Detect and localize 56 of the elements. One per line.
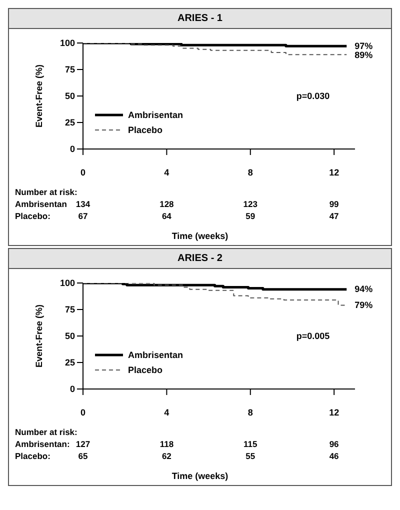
x-tick-label: 0: [80, 167, 86, 178]
text: Ambrisentan: [15, 199, 67, 209]
annotation: 79%: [354, 299, 373, 312]
text: 62: [160, 451, 172, 461]
x-tick-label: 12: [329, 407, 340, 418]
text: 64: [160, 211, 172, 221]
annotation: p=0.030: [296, 91, 330, 101]
y-tick-label: 0: [70, 384, 75, 394]
text: 65: [77, 451, 89, 461]
x-tick-label: 4: [164, 167, 170, 178]
text: Number at risk:: [15, 187, 78, 197]
y-tick-label: 0: [70, 144, 75, 154]
text: 46: [328, 451, 340, 461]
x-axis-title: Time (weeks): [170, 471, 230, 483]
text: 96: [328, 439, 340, 449]
x-axis-title: Time (weeks): [170, 231, 230, 243]
text: 99: [328, 199, 340, 209]
text: 47: [328, 211, 340, 221]
x-tick-label: 12: [329, 167, 340, 178]
y-tick-label: 100: [60, 38, 75, 48]
text: Placebo:: [15, 451, 50, 461]
text: 59: [244, 211, 256, 221]
y-axis-title: Event-Free (%): [34, 64, 44, 128]
x-tick-label: 8: [248, 167, 253, 178]
x-tick-label: 8: [248, 407, 253, 418]
text: 134: [76, 199, 90, 209]
text: 128: [158, 199, 175, 209]
annotation: p=0.005: [296, 331, 330, 341]
legend-label: Placebo: [128, 124, 163, 134]
chart-title: ARIES - 2: [9, 249, 391, 269]
legend-label: Placebo: [128, 364, 163, 374]
y-tick-label: 25: [64, 358, 75, 368]
text: 123: [242, 199, 258, 209]
y-tick-label: 25: [64, 118, 75, 128]
x-tick-label: 4: [164, 407, 170, 418]
y-tick-label: 75: [64, 304, 75, 315]
chart-title: ARIES - 1: [9, 9, 391, 29]
text: Number at risk:: [15, 427, 78, 437]
legend-label: Ambrisentan: [128, 350, 184, 360]
annotation: 89%: [354, 50, 373, 61]
text: 127: [76, 439, 90, 449]
text: Ambrisentan:: [15, 439, 70, 449]
text: Placebo:: [15, 211, 50, 221]
text: 55: [244, 451, 256, 461]
y-tick-label: 50: [64, 91, 75, 102]
y-axis-title: Event-Free (%): [34, 304, 44, 368]
annotation: 97%: [354, 40, 373, 52]
text: 118: [158, 439, 175, 449]
text: 67: [77, 211, 89, 221]
legend-label: Ambrisentan: [128, 110, 184, 120]
text: 115: [242, 439, 258, 449]
y-tick-label: 50: [64, 331, 75, 342]
x-tick-label: 0: [80, 407, 86, 418]
y-tick-label: 100: [60, 278, 75, 288]
annotation: 94%: [354, 283, 373, 296]
y-tick-label: 75: [64, 64, 75, 75]
